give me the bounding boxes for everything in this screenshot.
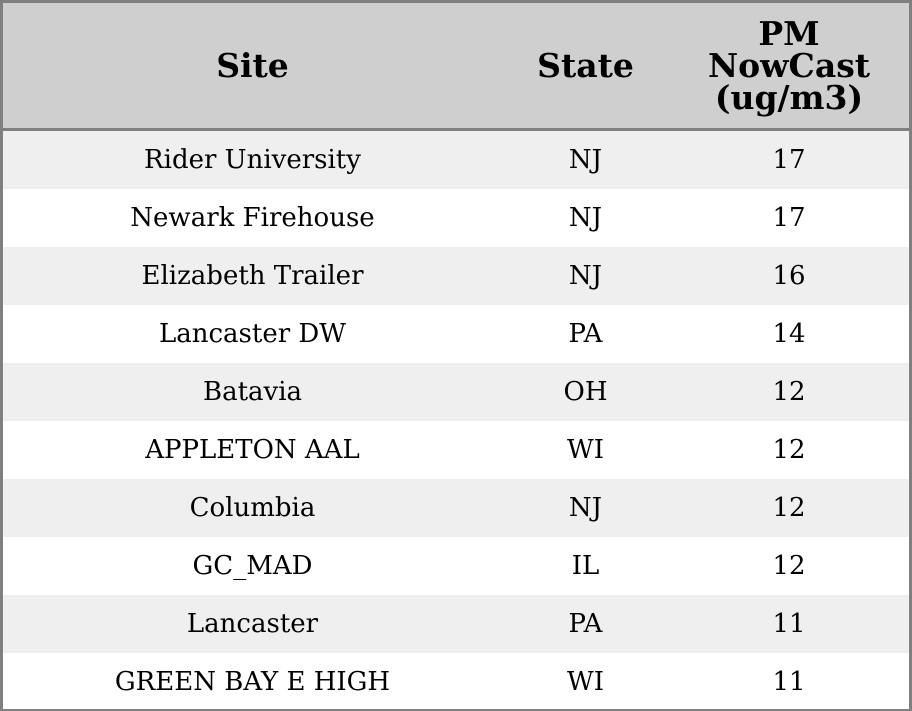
header-site: Site: [3, 3, 502, 131]
table-row: Newark Firehouse NJ 17: [3, 189, 909, 247]
cell-pm-value: 14: [669, 305, 909, 363]
cell-state: WI: [502, 421, 669, 479]
cell-state: WI: [502, 653, 669, 709]
cell-site: Rider University: [3, 129, 502, 189]
header-state: State: [502, 3, 669, 131]
cell-state: NJ: [502, 129, 669, 189]
table-row: GREEN BAY E HIGH WI 11: [3, 653, 909, 709]
cell-site: Columbia: [3, 479, 502, 537]
cell-state: IL: [502, 537, 669, 595]
cell-site: APPLETON AAL: [3, 421, 502, 479]
cell-pm-value: 12: [669, 537, 909, 595]
header-pm-nowcast: PM NowCast (ug/m3): [669, 3, 909, 131]
table-row: APPLETON AAL WI 12: [3, 421, 909, 479]
cell-pm-value: 16: [669, 247, 909, 305]
cell-state: PA: [502, 305, 669, 363]
table-row: GC_MAD IL 12: [3, 537, 909, 595]
cell-state: NJ: [502, 189, 669, 247]
cell-site: Lancaster: [3, 595, 502, 653]
cell-pm-value: 12: [669, 479, 909, 537]
table-row: Lancaster PA 11: [3, 595, 909, 653]
cell-pm-value: 17: [669, 129, 909, 189]
cell-pm-value: 11: [669, 595, 909, 653]
cell-site: Lancaster DW: [3, 305, 502, 363]
cell-pm-value: 17: [669, 189, 909, 247]
cell-state: NJ: [502, 479, 669, 537]
cell-state: NJ: [502, 247, 669, 305]
table-row: Batavia OH 12: [3, 363, 909, 421]
cell-pm-value: 12: [669, 421, 909, 479]
table-row: Elizabeth Trailer NJ 16: [3, 247, 909, 305]
cell-site: Elizabeth Trailer: [3, 247, 502, 305]
cell-site: GREEN BAY E HIGH: [3, 653, 502, 709]
table-row: Rider University NJ 17: [3, 129, 909, 189]
cell-site: Newark Firehouse: [3, 189, 502, 247]
table-row: Lancaster DW PA 14: [3, 305, 909, 363]
cell-site: GC_MAD: [3, 537, 502, 595]
cell-pm-value: 12: [669, 363, 909, 421]
pm-nowcast-table: Site State PM NowCast (ug/m3) Rider Univ…: [3, 3, 909, 709]
cell-state: OH: [502, 363, 669, 421]
cell-state: PA: [502, 595, 669, 653]
cell-site: Batavia: [3, 363, 502, 421]
cell-pm-value: 11: [669, 653, 909, 709]
header-row: Site State PM NowCast (ug/m3): [3, 3, 909, 131]
table-row: Columbia NJ 12: [3, 479, 909, 537]
